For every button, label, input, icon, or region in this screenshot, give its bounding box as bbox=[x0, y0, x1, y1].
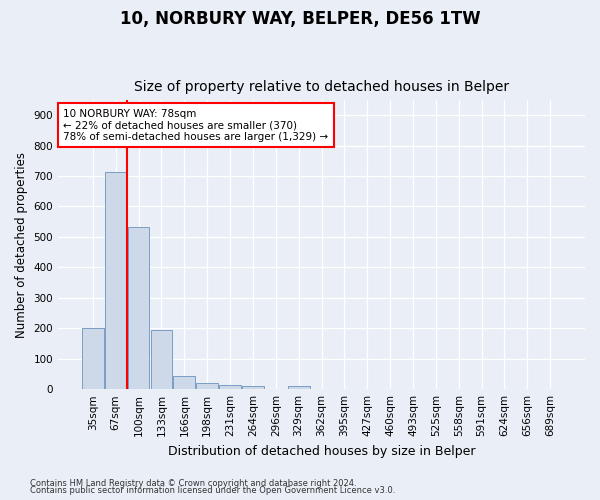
Y-axis label: Number of detached properties: Number of detached properties bbox=[15, 152, 28, 338]
Text: Contains HM Land Registry data © Crown copyright and database right 2024.: Contains HM Land Registry data © Crown c… bbox=[30, 478, 356, 488]
Bar bbox=[219, 384, 241, 389]
Text: Contains public sector information licensed under the Open Government Licence v3: Contains public sector information licen… bbox=[30, 486, 395, 495]
Title: Size of property relative to detached houses in Belper: Size of property relative to detached ho… bbox=[134, 80, 509, 94]
Bar bbox=[82, 328, 104, 389]
Bar bbox=[105, 172, 127, 389]
Text: 10 NORBURY WAY: 78sqm
← 22% of detached houses are smaller (370)
78% of semi-det: 10 NORBURY WAY: 78sqm ← 22% of detached … bbox=[64, 108, 328, 142]
Bar bbox=[128, 227, 149, 389]
Bar bbox=[196, 384, 218, 389]
Bar bbox=[173, 376, 195, 389]
Text: 10, NORBURY WAY, BELPER, DE56 1TW: 10, NORBURY WAY, BELPER, DE56 1TW bbox=[119, 10, 481, 28]
Bar bbox=[242, 386, 264, 389]
Bar bbox=[288, 386, 310, 389]
X-axis label: Distribution of detached houses by size in Belper: Distribution of detached houses by size … bbox=[168, 444, 475, 458]
Bar bbox=[151, 330, 172, 389]
